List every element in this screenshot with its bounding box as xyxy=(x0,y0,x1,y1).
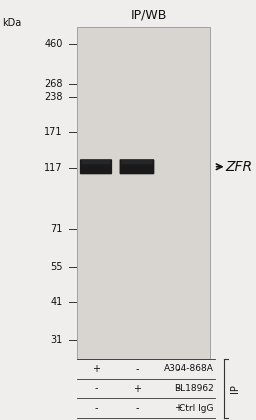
Text: 117: 117 xyxy=(44,163,63,173)
FancyBboxPatch shape xyxy=(121,160,153,164)
Text: +: + xyxy=(92,364,100,374)
Text: -: - xyxy=(94,403,98,413)
Text: ZFR: ZFR xyxy=(225,160,252,174)
FancyBboxPatch shape xyxy=(82,160,110,164)
Text: 268: 268 xyxy=(44,79,63,89)
Text: Ctrl IgG: Ctrl IgG xyxy=(179,404,214,412)
Text: 238: 238 xyxy=(44,92,63,102)
FancyBboxPatch shape xyxy=(80,159,112,174)
Text: BL18962: BL18962 xyxy=(174,384,214,393)
Text: -: - xyxy=(94,383,98,394)
Text: 71: 71 xyxy=(50,224,63,234)
Text: -: - xyxy=(176,364,180,374)
FancyBboxPatch shape xyxy=(120,159,154,174)
Text: -: - xyxy=(135,403,139,413)
Text: +: + xyxy=(174,403,182,413)
Text: A304-868A: A304-868A xyxy=(164,365,214,373)
Text: 41: 41 xyxy=(50,297,63,307)
Text: 31: 31 xyxy=(50,335,63,345)
Text: 55: 55 xyxy=(50,262,63,272)
Bar xyxy=(77,27,210,359)
Text: -: - xyxy=(135,364,139,374)
Text: IP: IP xyxy=(230,384,240,393)
Text: 171: 171 xyxy=(44,127,63,137)
Text: -: - xyxy=(176,383,180,394)
Text: IP/WB: IP/WB xyxy=(130,8,167,21)
Text: 460: 460 xyxy=(44,39,63,49)
Text: kDa: kDa xyxy=(3,18,22,28)
Text: +: + xyxy=(133,383,141,394)
